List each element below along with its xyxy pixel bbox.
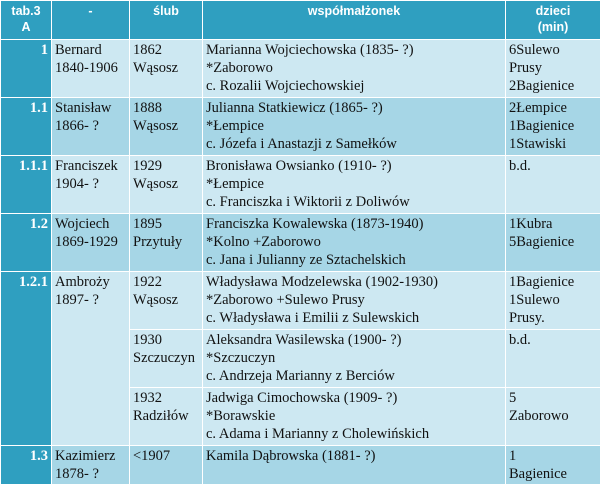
- header-spouse: współmałżonek: [202, 0, 506, 40]
- wedding-cell: 1929 Wąsosz: [129, 155, 203, 214]
- person-cell: Bernard 1840-1906: [51, 39, 130, 98]
- header-person: -: [51, 0, 130, 40]
- header-wedding: ślub: [129, 0, 203, 40]
- person-cell: Kazimierz 1878- ?: [51, 445, 130, 485]
- table-row: 1.2.1 Ambroży 1897- ? 1922 Wąsosz Władys…: [0, 271, 600, 446]
- header-table-id: tab.3 A: [0, 0, 52, 40]
- table-row: 1 Bernard 1840-1906 1862 Wąsosz Marianna…: [0, 39, 600, 98]
- row-id: 1.2.1: [0, 271, 52, 446]
- person-cell: Franciszek 1904- ?: [51, 155, 130, 214]
- wedding-cell: 1922 Wąsosz: [129, 271, 203, 330]
- wedding-cell: 1895 Przytuły: [129, 213, 203, 272]
- person-cell: Wojciech 1869-1929: [51, 213, 130, 272]
- person-cell: Stanisław 1866- ?: [51, 97, 130, 156]
- table-row: 1.2 Wojciech 1869-1929 1895 Przytuły Fra…: [0, 213, 600, 272]
- spouse-cell: Jadwiga Cimochowska (1909- ?) *Borawskie…: [202, 387, 506, 446]
- header-row: tab.3 A - ślub współmałżonek dzieci (min…: [0, 0, 600, 40]
- wedding-cell: <1907: [129, 445, 203, 485]
- children-cell: b.d.: [505, 329, 600, 388]
- spouse-cell: Bronisława Owsianko (1910- ?) *Łempice c…: [202, 155, 506, 214]
- spouse-cell: Marianna Wojciechowska (1835- ?) *Zaboro…: [202, 39, 506, 98]
- children-cell: 1Bagienice 1Sulewo Prusy.: [505, 271, 600, 330]
- wedding-cell: 1932 Radziłów: [129, 387, 203, 446]
- table-row: 1.1 Stanisław 1866- ? 1888 Wąsosz Julian…: [0, 97, 600, 156]
- spouse-cell: Aleksandra Wasilewska (1900- ?) *Szczucz…: [202, 329, 506, 388]
- children-cell: 6Sulewo Prusy 2Bagienice: [505, 39, 600, 98]
- spouse-cell: Julianna Statkiewicz (1865- ?) *Łempice …: [202, 97, 506, 156]
- spouse-cell: Franciszka Kowalewska (1873-1940) *Kolno…: [202, 213, 506, 272]
- row-id: 1.2: [0, 213, 52, 272]
- person-cell: Ambroży 1897- ?: [51, 271, 130, 446]
- row-id: 1.1: [0, 97, 52, 156]
- children-cell: 5 Zaborowo: [505, 387, 600, 446]
- header-children: dzieci (min): [505, 0, 600, 40]
- wedding-cell: 1930 Szczuczyn: [129, 329, 203, 388]
- children-cell: 1 Bagienice: [505, 445, 600, 485]
- children-cell: 1Kubra 5Bagienice: [505, 213, 600, 272]
- row-id: 1: [0, 39, 52, 98]
- children-cell: 2Łempice 1Bagienice 1Stawiski: [505, 97, 600, 156]
- children-cell: b.d.: [505, 155, 600, 214]
- table-row: 1930 Szczuczyn Aleksandra Wasilewska (19…: [1, 329, 600, 388]
- spouse-cell: Władysława Modzelewska (1902-1930) *Zabo…: [202, 271, 506, 330]
- table-row: 1.1.1 Franciszek 1904- ? 1929 Wąsosz Bro…: [0, 155, 600, 214]
- row-id: 1.1.1: [0, 155, 52, 214]
- row-id: 1.3: [0, 445, 52, 485]
- wedding-cell: 1888 Wąsosz: [129, 97, 203, 156]
- table-row: 1.3 Kazimierz 1878- ? <1907 Kamila Dąbro…: [0, 445, 600, 485]
- spouse-cell: Kamila Dąbrowska (1881- ?): [202, 445, 506, 485]
- table-row: 1932 Radziłów Jadwiga Cimochowska (1909-…: [1, 387, 600, 446]
- wedding-cell: 1862 Wąsosz: [129, 39, 203, 98]
